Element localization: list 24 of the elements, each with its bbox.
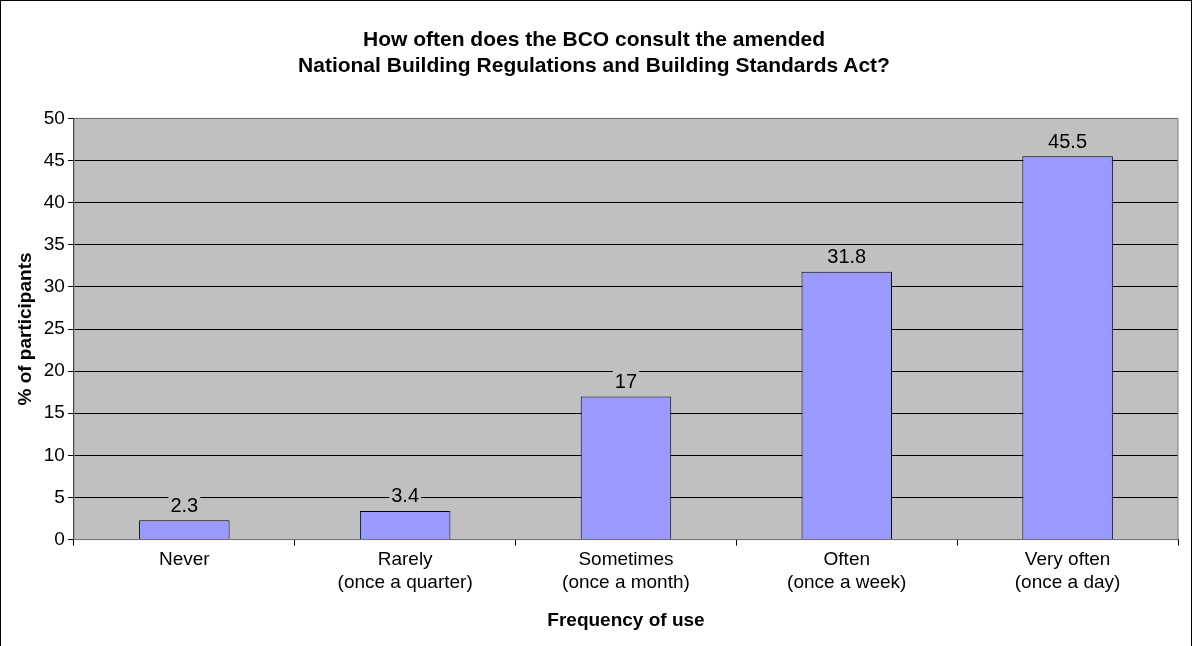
y-tick-label: 30 [43,275,65,297]
y-tick-label: 40 [43,190,65,212]
y-tick-label: 25 [43,317,65,339]
y-tick-label: 50 [43,106,65,128]
y-tick-label: 20 [43,359,65,381]
data-label: 17 [614,369,638,392]
y-tick-label: 10 [43,443,65,465]
x-tick-label: Never [159,548,211,570]
chart-title: How often does the BCO consult the amended National Building Regulations and Building Standards Act? [298,27,890,76]
x-tick-label: Rarely (once a quarter) [337,548,473,593]
y-tick-label: 5 [54,485,65,507]
y-tick-label: 15 [43,401,65,423]
data-label: 3.4 [391,484,420,507]
x-tick-label: Sometimes (once a month) [562,548,690,593]
y-tick-label: 0 [54,527,65,549]
y-tick-label: 45 [43,148,65,170]
x-tick-label: Very often (once a day) [1014,548,1121,593]
data-label: 45.5 [1048,129,1088,152]
data-label: 2.3 [170,493,199,516]
x-axis-title: Frequency of use [547,608,705,630]
y-tick-label: 35 [43,232,65,254]
y-axis-title: % of participants [13,252,35,406]
data-label: 31.8 [827,245,867,268]
x-tick-label: Often (once a week) [787,548,907,593]
